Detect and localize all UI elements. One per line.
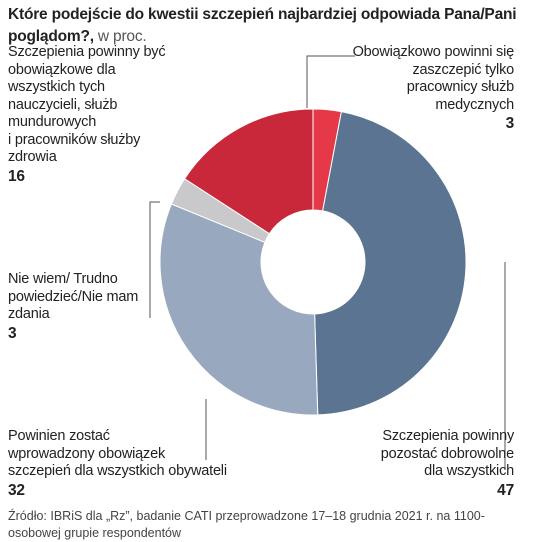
- label-voluntary-line: Szczepienia powinny: [382, 428, 514, 444]
- label-medical-workers-line: Obowiązkowo powinni się: [352, 44, 515, 60]
- label-selected-groups-line: nauczycieli, służb: [8, 96, 118, 113]
- label-mandatory-for-all-line: wprowadzony obowiązek: [8, 445, 165, 462]
- label-voluntary-line: pozostać dobrowolne: [380, 445, 514, 462]
- label-medical-workers-line: medycznych: [435, 96, 514, 113]
- label-selected-groups-line: zdrowia: [8, 149, 57, 165]
- label-dont-know-line: Nie wiem/ Trudno: [8, 271, 118, 287]
- leader-line: [306, 55, 355, 108]
- donut-slice: [314, 111, 467, 416]
- label-medical-workers-line: pracownicy służb: [406, 79, 514, 95]
- value-medical-workers: 3: [505, 115, 515, 132]
- label-dont-know: Nie wiem/ Trudno powiedzieć/Nie mam zdan…: [8, 271, 138, 342]
- label-selected-groups-line: obowiązkowe dla: [8, 61, 116, 78]
- label-medical-workers-line: zaszczepić tylko: [412, 61, 514, 78]
- label-mandatory-for-all: Powinien zostać wprowadzony obowiązek sz…: [8, 428, 227, 499]
- label-selected-groups-line: wszystkich tych: [8, 79, 105, 95]
- label-selected-groups: Szczepienia powinny być obowiązkowe dla …: [8, 44, 166, 185]
- donut-slice: [183, 108, 314, 235]
- label-dont-know-line: zdania: [8, 306, 50, 322]
- label-mandatory-for-all-line: Powinien zostać: [8, 428, 110, 444]
- label-selected-groups-line: i pracowników służby: [8, 131, 141, 148]
- title-text: Które podejście do kwestii szczepień naj…: [8, 6, 517, 45]
- leader-line: [149, 201, 160, 318]
- donut-slices: [159, 108, 467, 416]
- value-dont-know: 3: [8, 324, 17, 342]
- value-voluntary: 47: [497, 481, 514, 499]
- chart-title: Które podejście do kwestii szczepień naj…: [8, 4, 523, 48]
- label-voluntary-line: dla wszystkich: [424, 463, 514, 479]
- label-mandatory-for-all-line: szczepień dla wszystkich obywateli: [8, 463, 227, 479]
- value-selected-groups: 16: [8, 167, 25, 185]
- label-medical-workers: Obowiązkowo powinni się zaszczepić tylko…: [352, 44, 515, 133]
- label-selected-groups-line: Szczepienia powinny być: [8, 44, 166, 60]
- value-mandatory-for-all: 32: [8, 481, 25, 499]
- label-dont-know-line: powiedzieć/Nie mam: [8, 288, 139, 305]
- title-unit: w proc.: [93, 28, 147, 45]
- donut-slice: [159, 203, 319, 416]
- source-note: Źródło: IBRiS dla „Rz”, badanie CATI prz…: [8, 509, 485, 540]
- leader-lines: [149, 55, 506, 470]
- label-selected-groups-line: mundurowych: [8, 114, 97, 130]
- label-voluntary: Szczepienia powinny pozostać dobrowolne …: [381, 428, 514, 499]
